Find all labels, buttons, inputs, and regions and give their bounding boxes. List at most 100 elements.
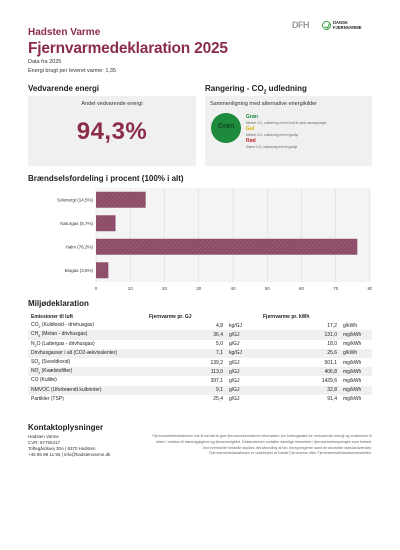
value-per-kwh: 406,8 — [260, 367, 340, 377]
renewable-value: 94,3% — [76, 118, 148, 145]
bar — [96, 191, 146, 208]
unit-per-gj: g/GJ — [229, 341, 240, 348]
company-name: Hadsten Varme — [28, 27, 101, 38]
x-tick-label: 50 — [265, 286, 271, 291]
legend-green-desc: Mindre CO₂ udledning end en luft til van… — [246, 120, 327, 125]
note-line: luften i relation til bæredygtighed og k… — [156, 439, 372, 444]
renewable-card: Andel vedvarende energi 94,3% — [28, 96, 196, 166]
category-label: Naturgas (5,7%) — [60, 221, 93, 226]
value-per-gj: 139,2 — [210, 359, 223, 366]
table-row: N2O (Lattergas - drivhusgas) 5,0 g/GJ 18,0 m… — [28, 340, 372, 349]
emission-name: NMVOC (Uforbrændt kulbrinter) — [28, 385, 146, 395]
value-per-kwh: 17,2 — [327, 322, 337, 329]
value-per-kwh: 91,4 — [327, 396, 337, 403]
unit-per-gj: g/GJ — [226, 367, 260, 377]
emissions-table: Emissioner til luft Fjernvarme pr. GJ Fj… — [28, 312, 372, 404]
col-header-emission: Emissioner til luft — [31, 313, 73, 320]
unit-per-gj: g/GJ — [226, 385, 260, 395]
unit-per-kwh: mg/kWh — [340, 385, 372, 395]
unit-per-kwh: mg/kWh — [343, 377, 362, 384]
x-tick-label: 20 — [162, 286, 168, 291]
contact-line: +45 86 98 11 55 | info@hadstenvarme.dk — [28, 452, 111, 457]
x-tick-label: 40 — [230, 286, 236, 291]
table-row: NMVOC (Uforbrændt kulbrinter) 9,1 g/GJ 32,8… — [28, 385, 372, 395]
x-tick-label: 30 — [196, 286, 202, 291]
unit-per-kwh: mg/kWh — [340, 330, 372, 340]
table-row: Partikler (TSP) 25,4 g/GJ 91,4 mg/kWh — [28, 395, 372, 404]
emission-name: Partikler (TSP) — [31, 395, 64, 402]
unit-per-gj: g/GJ — [229, 396, 240, 403]
legend-yellow-title: Gul — [246, 126, 255, 132]
emission-name: SO2 (Svovldioxid) — [31, 359, 71, 367]
legend-red-title: Rød — [246, 138, 256, 144]
legend-yellow-desc: Mindre CO₂ udledning end et gasfyr — [246, 132, 299, 137]
renewable-heading: Vedvarende energi — [28, 84, 100, 93]
x-tick-label: 80 — [367, 286, 372, 291]
category-label: Halm (76,3%) — [65, 244, 93, 249]
fuel-heading: Brændselsfordeling i procent (100% i alt… — [28, 174, 184, 183]
contact-line: Toftegårdsvej 30A | 8370 Hadsten — [28, 446, 96, 451]
value-per-gj: 397,1 — [210, 377, 223, 384]
emission-name: CO (Kulilte) — [31, 377, 57, 384]
value-per-kwh: 131,0 — [260, 330, 340, 340]
fuel-bar-chart: Solenergi (14,5%) Naturgas (5,7%) Halm (76… — [57, 188, 372, 291]
table-row: CO (Kulilte) 397,1 g/GJ 1429,6 mg/kWh — [28, 376, 372, 385]
col-header-kwh: Fjernvarme pr. kWh — [263, 313, 310, 320]
note-line: Fjernvarmedeklarationen er udarbejdet af… — [209, 451, 372, 456]
dansk-fjernvarme-logo: DANSK FJERNVARME — [322, 20, 362, 31]
note-line: Fjernvarmedeklarationen har til formål a… — [152, 434, 372, 438]
chart-bars — [96, 191, 358, 279]
data-year: Data fra 2025 — [28, 59, 62, 65]
value-per-gj: 113,0 — [146, 367, 226, 377]
ranking-badge-label: Grøn — [217, 123, 235, 130]
note-line: Ved eventuelle forskelle skyldes det afr… — [202, 445, 372, 450]
unit-per-gj: kg/GJ — [226, 348, 260, 358]
table-row: SO2 (Svovldioxid) 139,2 g/GJ 501,1 mg/kWh — [28, 358, 372, 367]
category-label: Biogas (3,6%) — [65, 268, 94, 273]
value-per-gj: 7,1 — [146, 348, 226, 358]
energy-ratio: Energi brugt per leveret varme: 1,35 — [28, 68, 117, 74]
dansk-fjernvarme-icon — [322, 21, 331, 31]
unit-per-kwh: g/kWh — [340, 348, 372, 358]
contact-line: Hadsten Varme — [28, 434, 59, 439]
contact-line: CVR: 67755417 — [28, 440, 61, 445]
ranking-badge-circle — [211, 113, 241, 143]
table-row: CH4 (Metan - drivhusgas) 36,4 g/GJ 131,0 mg/… — [28, 330, 372, 340]
chart-tick-labels: 0 10 20 30 40 50 60 70 80 — [95, 286, 372, 291]
value-per-kwh: 25,6 — [260, 348, 340, 358]
contact-details: Hadsten Varme CVR: 67755417 Toftegårdsve… — [28, 434, 110, 458]
dfh-logo: DFH — [292, 20, 310, 30]
x-tick-label: 70 — [333, 286, 339, 291]
unit-per-gj: kg/GJ — [229, 322, 243, 329]
dansk-fjernvarme-wordmark: DANSK FJERNVARME — [333, 20, 362, 30]
env-heading: Miljødeklaration — [28, 299, 89, 308]
bar — [96, 215, 116, 232]
page-title: Fjernvarmedeklaration 2025 — [28, 40, 228, 57]
value-per-kwh: 1429,6 — [321, 377, 337, 384]
unit-per-gj: g/GJ — [229, 377, 240, 384]
table-row: NOx (Kvælstofilter) 113,0 g/GJ 406,8 mg/kWh — [28, 367, 372, 377]
unit-per-kwh: mg/kWh — [343, 396, 362, 403]
x-tick-label: 60 — [299, 286, 305, 291]
x-tick-label: 0 — [95, 286, 98, 291]
unit-per-kwh: mg/kWh — [343, 359, 362, 366]
value-per-gj: 36,4 — [146, 330, 226, 340]
value-per-kwh: 501,1 — [324, 359, 337, 366]
ranking-heading: Rangering - CO2 udledning — [205, 84, 307, 96]
legend-green-title: Grøn — [246, 114, 258, 120]
table-header-row: Emissioner til luft Fjernvarme pr. GJ Fj… — [28, 312, 372, 321]
ranking-subtitle: Sammenligning med alternative energikild… — [210, 101, 318, 107]
contact-heading: Kontaktoplysninger — [28, 423, 104, 432]
emission-name: CO2 (Kuldioxid - drivhusgas) — [31, 322, 95, 330]
emission-name: Drivhusgasser i alt (CO2-ækvivalenter) — [28, 348, 146, 358]
value-per-gj: 25,4 — [213, 396, 223, 403]
emission-name: NOx (Kvælstofilter) — [28, 367, 146, 377]
value-per-kwh: 18,0 — [327, 341, 337, 348]
bar — [96, 238, 358, 255]
unit-per-kwh: mg/kWh — [343, 341, 362, 348]
emission-name: CH4 (Metan - drivhusgas) — [28, 330, 146, 340]
x-tick-label: 10 — [128, 286, 134, 291]
unit-per-kwh: g/kWh — [343, 322, 358, 329]
emission-name: N2O (Lattergas - drivhusgas) — [31, 340, 95, 348]
